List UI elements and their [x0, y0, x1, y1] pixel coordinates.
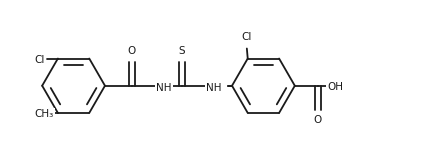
Text: NH: NH: [206, 83, 222, 93]
Text: NH: NH: [156, 83, 172, 93]
Text: OH: OH: [327, 82, 343, 92]
Text: Cl: Cl: [34, 55, 45, 65]
Text: Cl: Cl: [241, 32, 252, 42]
Text: CH₃: CH₃: [34, 109, 53, 119]
Text: O: O: [314, 115, 322, 125]
Text: O: O: [128, 46, 136, 56]
Text: S: S: [179, 46, 185, 56]
